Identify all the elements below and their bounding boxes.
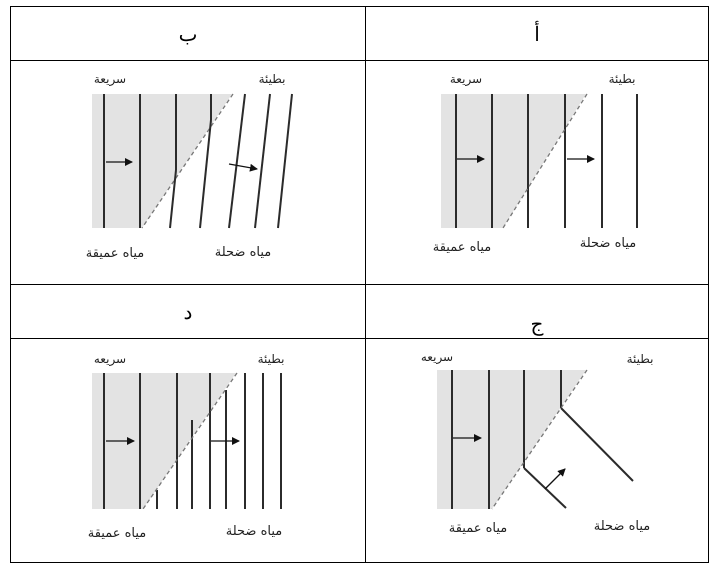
- panel-b-deep-water-region: [92, 94, 232, 228]
- panel-b-wavefront-refracted: [199, 119, 212, 229]
- header-label-c: ج: [531, 312, 544, 336]
- panel-b-wavefront-refracted: [277, 93, 293, 229]
- panel-b-deep-water-label: مياه عميقة: [86, 246, 145, 261]
- panel-d-shallow-water-label: مياه ضحلة: [226, 524, 283, 539]
- header-label-d: د: [184, 300, 193, 324]
- panel-c-diagram: سريعه بطيئة مياه عميقة مياه ضحلة: [421, 350, 654, 536]
- panel-a-fast-label: سريعة: [450, 72, 482, 87]
- panel-d-deep-water-region: [92, 373, 236, 509]
- panel-c-arrow-shallow: [544, 468, 566, 490]
- panel-b-depth-boundary: [141, 93, 234, 229]
- panel-c-depth-boundary: [491, 369, 588, 510]
- panel-b-shallow-water-label: مياه ضحلة: [215, 245, 272, 260]
- panel-c-wavefront-refracted: [523, 467, 567, 509]
- panel-a-slow-label: بطيئة: [609, 72, 636, 86]
- panel-c-wavefront-refracted: [560, 407, 634, 482]
- panel-d-deep-water-label: مياه عميقة: [88, 526, 147, 541]
- panel-a-deep-water-label: مياه عميقة: [433, 240, 492, 255]
- panel-b-fast-label: سريعة: [94, 72, 126, 87]
- panel-c-slow-label: بطيئة: [627, 352, 654, 366]
- panel-c-deep-water-label: مياه عميقة: [449, 521, 508, 536]
- panel-b-slow-label: بطيئة: [259, 72, 286, 86]
- panel-c-deep-water-region: [437, 370, 586, 509]
- table-grid: [10, 6, 709, 563]
- panel-b-arrow-shallow: [228, 163, 258, 172]
- panel-a-depth-boundary: [502, 93, 588, 229]
- panel-a-shallow-water-label: مياه ضحلة: [580, 236, 637, 251]
- panel-b-wavefront-refracted: [228, 93, 246, 229]
- header-label-b: ب: [179, 22, 198, 46]
- panel-c-shallow-water-label: مياه ضحلة: [594, 519, 651, 534]
- panel-b-diagram: سريعة بطيئة مياه عميقة مياه ضحلة: [86, 72, 293, 261]
- panel-b-wavefront-refracted: [254, 93, 271, 229]
- panel-d-slow-label: بطيئة: [258, 352, 285, 366]
- panel-d-fast-label: سريعه: [94, 352, 126, 367]
- panel-d-diagram: سريعه بطيئة مياه عميقة مياه ضحلة: [88, 352, 285, 541]
- panel-c-fast-label: سريعه: [421, 350, 453, 365]
- panel-a-deep-water-region: [441, 94, 586, 228]
- header-label-a: أ: [534, 20, 540, 46]
- panel-a-diagram: سريعة بطيئة مياه عميقة مياه ضحلة: [433, 72, 638, 255]
- panel-b-wavefront-refracted: [169, 169, 177, 229]
